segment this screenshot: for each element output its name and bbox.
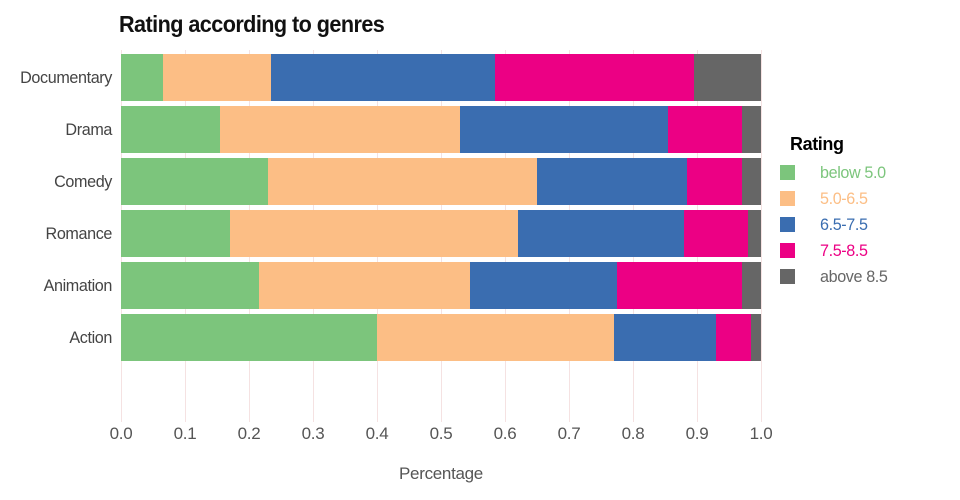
legend-entry-label: below 5.0 (820, 162, 886, 182)
bar-row-action (121, 314, 761, 361)
legend-title: Rating (790, 134, 844, 154)
y-axis-labels: Documentary Drama Comedy Romance Animation Ac… (0, 50, 112, 422)
bar-segment[interactable] (469, 262, 617, 309)
legend-swatch-icon (780, 217, 795, 232)
legend-entry-6.5-7.5[interactable]: 6.5-7.5 (780, 214, 955, 234)
bar-segment[interactable] (162, 54, 272, 101)
x-tick-label: 0.6 (493, 424, 517, 443)
bar-segment[interactable] (687, 158, 742, 205)
x-tick-label: 0.5 (429, 424, 453, 443)
category-label: Action (69, 328, 112, 347)
x-tick-label: 0.4 (365, 424, 389, 443)
bar-segment[interactable] (220, 106, 461, 153)
legend-swatch-icon (780, 165, 795, 180)
x-tick-label: 0.3 (301, 424, 325, 443)
bar-segment[interactable] (668, 106, 742, 153)
category-label: Comedy (54, 172, 112, 191)
bar-segment[interactable] (741, 106, 761, 153)
legend-swatch-icon (780, 191, 795, 206)
x-axis-title: Percentage (399, 464, 483, 483)
bar-segment[interactable] (536, 158, 688, 205)
x-tick-label: 0.2 (237, 424, 261, 443)
bar-segment[interactable] (741, 158, 761, 205)
bar-segment[interactable] (741, 262, 761, 309)
bar-segment[interactable] (495, 54, 694, 101)
legend-entry-label: 6.5-7.5 (820, 214, 868, 234)
x-tick-label: 0.9 (685, 424, 709, 443)
bar-segment[interactable] (258, 262, 470, 309)
legend: Rating below 5.0 5.0-6.5 6.5-7.5 7.5-8.5 abo… (780, 130, 955, 295)
x-tick-label: 0.8 (621, 424, 645, 443)
x-tick-label: 0.0 (109, 424, 133, 443)
x-tick-label: 1.0 (749, 424, 773, 443)
category-label: Documentary (20, 68, 112, 87)
bar-row-romance (121, 210, 761, 257)
legend-entry-label: above 8.5 (820, 266, 888, 286)
bar-segment[interactable] (517, 210, 685, 257)
bar-segment[interactable] (748, 210, 761, 257)
plot-area (121, 50, 762, 422)
bar-segment[interactable] (460, 106, 669, 153)
legend-entry-label: 5.0-6.5 (820, 188, 868, 208)
legend-entry-7.5-8.5[interactable]: 7.5-8.5 (780, 240, 955, 260)
bar-segment[interactable] (693, 54, 761, 101)
legend-entries: below 5.0 5.0-6.5 6.5-7.5 7.5-8.5 above 8.5 (780, 162, 955, 286)
category-label: Drama (65, 120, 112, 139)
legend-entry-above-8.5[interactable]: above 8.5 (780, 266, 955, 286)
x-axis-ticks: 0.0 0.1 0.2 0.3 0.4 0.5 0.6 0.7 0.8 0.9 1.0 (110, 424, 773, 446)
bar-segment[interactable] (121, 314, 377, 361)
gridline (761, 50, 762, 422)
bar-row-comedy (121, 158, 761, 205)
bar-segment[interactable] (229, 210, 518, 257)
legend-swatch-icon (780, 269, 795, 284)
bar-segment[interactable] (377, 314, 614, 361)
bar-segment[interactable] (716, 314, 752, 361)
bar-segment[interactable] (684, 210, 749, 257)
bar-segment[interactable] (121, 158, 269, 205)
bar-row-documentary (121, 54, 761, 101)
bar-row-animation (121, 262, 761, 309)
bar-segment[interactable] (616, 262, 742, 309)
chart-title: Rating according to genres (119, 11, 385, 37)
x-tick-label: 0.1 (173, 424, 197, 443)
bar-segment[interactable] (613, 314, 717, 361)
bar-segment[interactable] (121, 54, 163, 101)
bar-row-drama (121, 106, 761, 153)
bar-segment[interactable] (268, 158, 537, 205)
category-label: Animation (43, 276, 113, 295)
legend-entry-5.0-6.5[interactable]: 5.0-6.5 (780, 188, 955, 208)
bar-segment[interactable] (121, 262, 259, 309)
bar-segment[interactable] (121, 210, 230, 257)
category-label: Romance (45, 224, 113, 243)
bar-segment[interactable] (271, 54, 496, 101)
legend-entry-below-5.0[interactable]: below 5.0 (780, 162, 955, 182)
legend-entry-label: 7.5-8.5 (820, 240, 868, 260)
bar-segment[interactable] (121, 106, 221, 153)
legend-swatch-icon (780, 243, 795, 258)
bar-segment[interactable] (751, 314, 761, 361)
x-tick-label: 0.7 (557, 424, 581, 443)
